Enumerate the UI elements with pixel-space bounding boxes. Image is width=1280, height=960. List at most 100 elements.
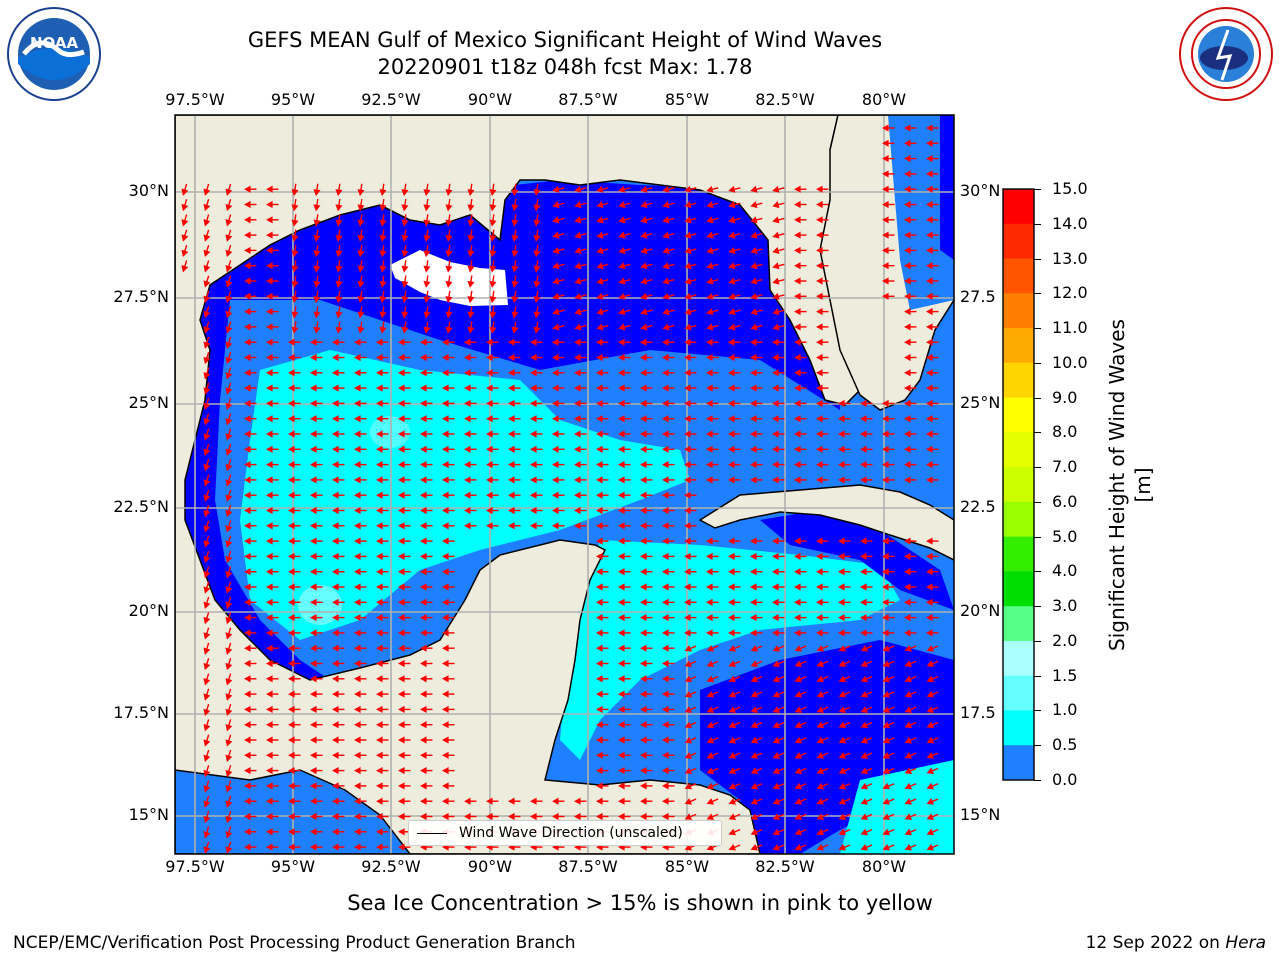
wind-arrow-head (244, 721, 251, 729)
wind-arrow-head (310, 690, 317, 698)
wind-arrow-head (313, 280, 321, 288)
wind-arrow-head (508, 461, 515, 469)
wind-arrow-head (310, 369, 317, 377)
wind-arrow-head (750, 216, 758, 224)
wind-arrow-head (530, 445, 537, 453)
wind-arrow-head (662, 201, 670, 209)
wind-arrow-head (266, 231, 273, 239)
wind-arrow-head (442, 782, 449, 790)
wind-arrow-head (288, 828, 295, 836)
wind-arrow-head (511, 265, 519, 273)
wind-arrow-head (618, 644, 625, 652)
wind-arrow-head (816, 216, 823, 224)
wind-arrow-head (489, 189, 497, 197)
wind-arrow-head (816, 752, 825, 759)
wind-arrow-head (442, 552, 449, 560)
wind-arrow-head (728, 813, 737, 820)
wind-arrow-head (508, 522, 515, 530)
wind-arrow-head (423, 234, 431, 242)
wind-arrow-head (376, 598, 383, 606)
wind-arrow-head (354, 629, 361, 637)
wind-arrow-head (596, 445, 603, 453)
wind-arrow-head (684, 522, 691, 530)
wind-arrow-head (816, 445, 823, 453)
wind-arrow-head (772, 308, 780, 316)
wind-arrow-head (420, 445, 427, 453)
wind-arrow-head (332, 690, 339, 698)
wind-arrow-head (816, 813, 825, 820)
wind-arrow-head (926, 461, 933, 469)
wind-arrow-head (335, 250, 343, 258)
chart-title-line1: GEFS MEAN Gulf of Mexico Significant Hei… (247, 28, 883, 52)
wind-arrow-head (684, 568, 691, 576)
wind-arrow-head (266, 552, 273, 560)
wind-arrow-head (684, 353, 691, 362)
colorbar-tick-label: 9.0 (1052, 387, 1078, 407)
wind-arrow-head (420, 644, 427, 652)
wind-arrow-head (244, 476, 251, 484)
colorbar-tick-label: 14.0 (1052, 213, 1088, 233)
wind-arrow-head (420, 399, 427, 407)
wind-arrow-head (816, 583, 823, 591)
wind-arrow-head (225, 234, 233, 242)
wind-arrow-head (552, 522, 559, 530)
wind-arrow-head (596, 598, 603, 606)
wind-arrow-head (489, 234, 497, 242)
wind-arrow-head (816, 231, 823, 239)
wind-arrow-head (860, 752, 869, 759)
wind-arrow-head (618, 583, 625, 591)
wind-arrow-head (244, 675, 251, 683)
wind-arrow-head (904, 399, 911, 407)
colorbar-tick-label: 5.0 (1052, 526, 1078, 546)
wind-arrow-head (926, 124, 933, 132)
wind-arrow-head (288, 659, 295, 668)
wind-arrow-head (181, 249, 189, 258)
wind-arrow-head (464, 353, 471, 362)
wind-arrow-head (926, 277, 933, 285)
wind-arrow-head (816, 614, 823, 622)
colorbar-block (1003, 328, 1034, 364)
wind-arrow-head (904, 721, 913, 729)
wind-arrow-head (508, 369, 515, 377)
wind-arrow-head (486, 338, 493, 346)
wind-arrow-head (684, 445, 691, 453)
wind-arrow-head (596, 399, 603, 407)
wind-arrow-head (662, 767, 669, 775)
wind-arrow-head (552, 247, 560, 254)
wind-arrow-head (574, 797, 581, 805)
colorbar-block (1003, 189, 1034, 225)
wind-arrow-head (442, 614, 449, 622)
wind-arrow-head (706, 445, 713, 453)
wind-arrow-head (533, 296, 541, 304)
wind-arrow-head (904, 139, 911, 147)
wind-arrow-head (684, 430, 691, 438)
wind-arrow-head (398, 721, 405, 729)
lon-tick-label: 85°W (664, 90, 710, 109)
wind-arrow-head (926, 369, 933, 377)
wind-arrow-head (904, 645, 913, 652)
wind-arrow-head (794, 706, 803, 713)
wind-arrow-head (464, 384, 471, 392)
wind-arrow-head (838, 675, 847, 683)
wind-arrow-head (244, 552, 251, 560)
wind-arrow-head (706, 767, 715, 775)
wind-arrow-head (772, 369, 779, 377)
wind-arrow-head (640, 430, 647, 438)
wind-arrow-head (288, 797, 295, 805)
wind-arrow-head (574, 338, 581, 346)
wind-arrow-head (860, 537, 867, 545)
wind-arrow-head (926, 583, 933, 591)
wind-arrow-head (445, 326, 453, 334)
colorbar-tick-mark (1034, 189, 1041, 190)
wind-arrow-head (398, 568, 405, 576)
wind-arrow-head (332, 568, 339, 576)
wind-arrow-head (244, 629, 251, 637)
wind-arrow-head (772, 231, 780, 239)
wind-arrow-head (662, 522, 669, 530)
wind-arrow-head (467, 189, 475, 197)
wind-arrow-head (530, 384, 537, 392)
wind-arrow-head (926, 323, 933, 331)
colorbar-block (1003, 223, 1034, 260)
wind-arrow-head (354, 797, 361, 805)
wind-arrow-head (533, 311, 541, 319)
